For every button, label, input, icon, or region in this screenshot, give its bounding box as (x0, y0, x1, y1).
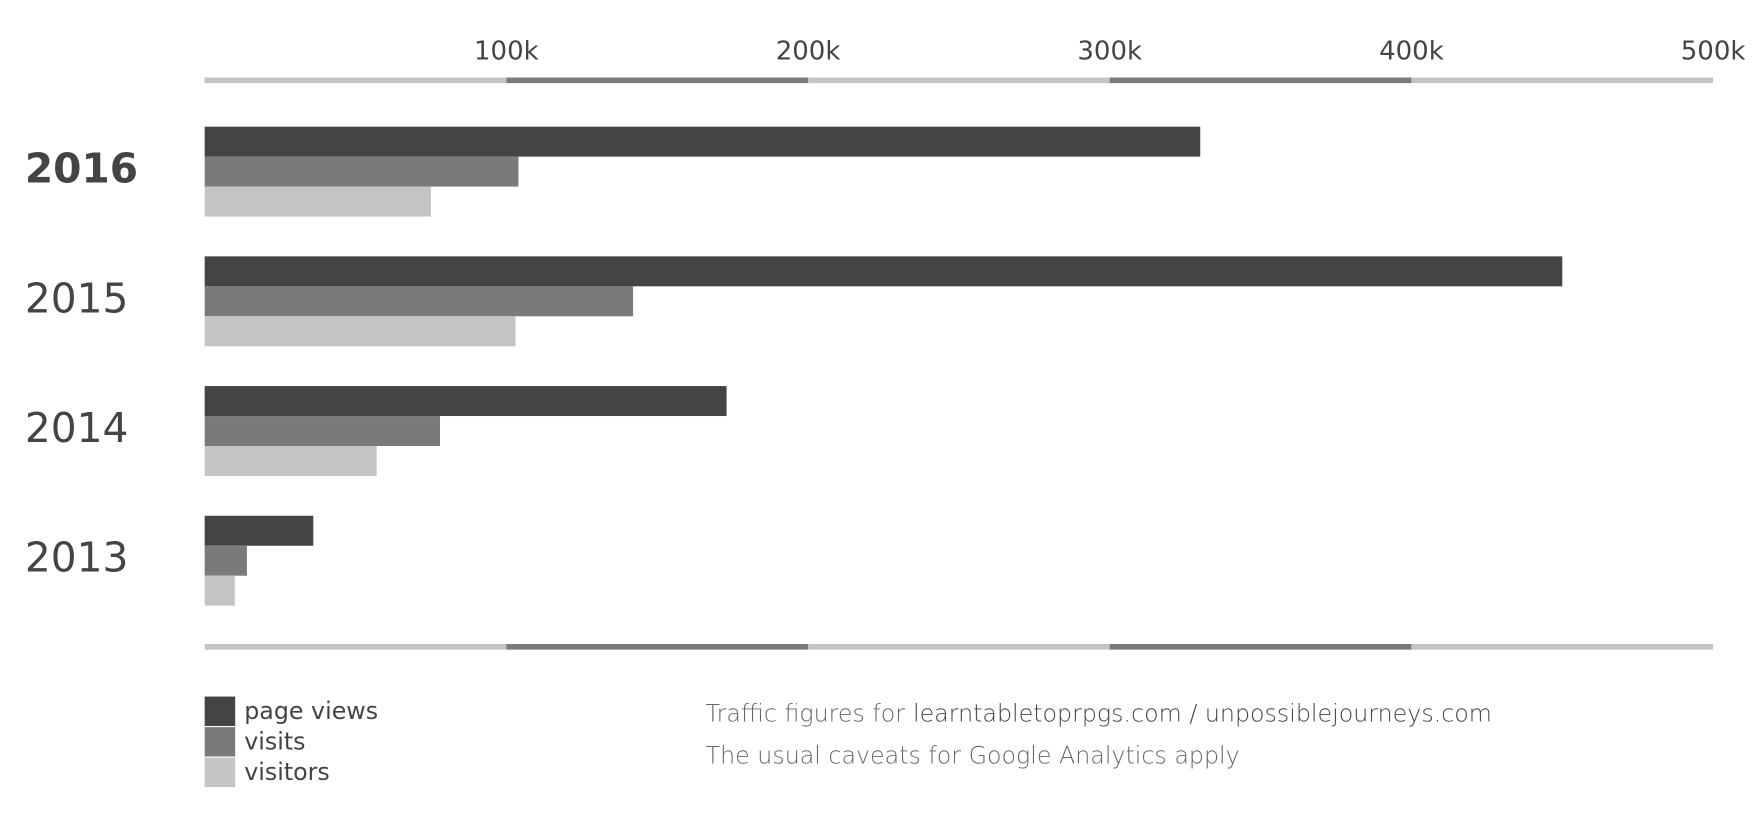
note-part: The usual caveats for Google Analytics a… (706, 741, 1240, 769)
legend-swatch (204, 696, 236, 726)
bar (204, 126, 1201, 157)
note-part: Traffic figures for (706, 699, 906, 727)
bar (204, 156, 519, 187)
note-part: learntabletoprpgs.com / unpossiblejourne… (913, 699, 1492, 727)
x-tick-label: 100k (474, 37, 539, 67)
note: Traffic figures for learntabletoprpgs.com… (706, 699, 1492, 727)
bar (204, 256, 1563, 287)
bar (204, 286, 634, 317)
category-label: 2015 (25, 274, 129, 322)
legend-label: visitors (244, 758, 330, 786)
bar (204, 386, 727, 417)
category-label: 2016 (25, 145, 138, 193)
bar (204, 445, 377, 476)
bar (204, 186, 431, 217)
bar (204, 575, 235, 606)
x-tick-label: 300k (1077, 37, 1142, 67)
legend-label: visits (244, 727, 305, 755)
x-tick-label: 400k (1379, 37, 1444, 67)
bar (204, 545, 247, 576)
legend-label: page views (244, 697, 378, 725)
category-label: 2013 (25, 534, 129, 582)
category-label: 2014 (25, 404, 129, 452)
legend-swatch (204, 727, 236, 757)
x-tick-label: 500k (1681, 37, 1746, 67)
x-tick-label: 200k (776, 37, 841, 67)
legend-swatch (204, 757, 236, 788)
note: The usual caveats for Google Analytics a… (706, 741, 1240, 769)
bar (204, 416, 440, 446)
bar (204, 316, 516, 347)
bar (204, 515, 314, 546)
